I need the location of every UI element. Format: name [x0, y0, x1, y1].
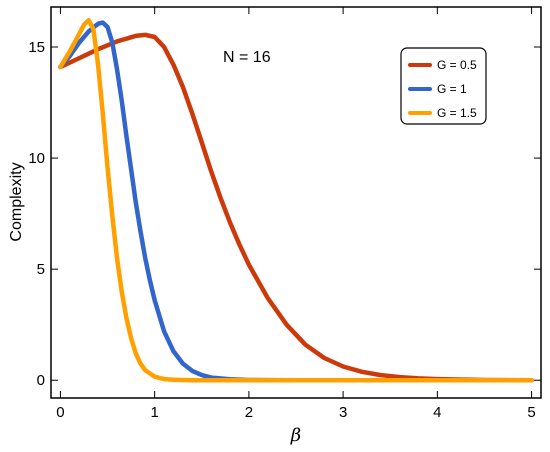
x-tick-label: 5: [527, 404, 535, 421]
legend-label: G = 0.5: [437, 58, 477, 72]
series-line: [58, 20, 534, 383]
series-line: [58, 32, 534, 383]
x-tick-label: 1: [150, 404, 158, 421]
y-tick-label: 5: [37, 261, 45, 278]
x-axis-label: β: [290, 425, 301, 446]
annotation-n: N = 16: [223, 49, 271, 66]
plot-frame: [50, 6, 542, 399]
legend-label: G = 1.5: [437, 106, 477, 120]
x-tick-label: 0: [56, 404, 64, 421]
series-line: [58, 18, 534, 383]
legend: G = 0.5 G = 1 G = 1.5: [400, 47, 487, 125]
y-tick-label: 0: [37, 372, 45, 389]
x-tick-label: 3: [339, 404, 347, 421]
ticks-layer: 0 1 2 3 4 5 0 5 10 15: [28, 7, 541, 421]
series-layer: [58, 18, 534, 383]
legend-items: G = 0.5 G = 1 G = 1.5: [408, 58, 477, 120]
x-tick-label: 2: [245, 404, 253, 421]
legend-label: G = 1: [437, 82, 467, 96]
y-axis-label: Complexity: [8, 162, 25, 241]
y-tick-label: 15: [28, 39, 45, 56]
y-tick-label: 10: [28, 150, 45, 167]
x-tick-label: 4: [433, 404, 441, 421]
